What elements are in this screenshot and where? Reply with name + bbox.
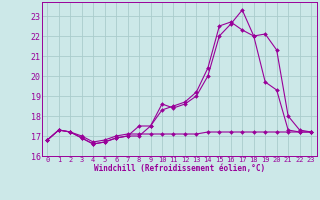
X-axis label: Windchill (Refroidissement éolien,°C): Windchill (Refroidissement éolien,°C) [94,164,265,173]
